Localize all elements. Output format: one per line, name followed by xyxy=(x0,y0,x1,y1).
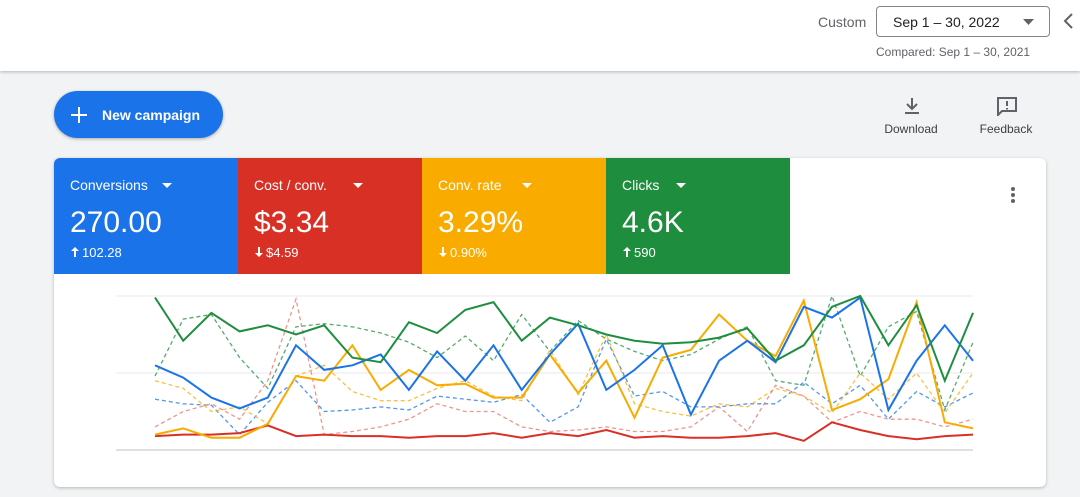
metric-tile[interactable]: Conv. rate 3.29% 0.90% xyxy=(422,158,606,274)
arrow-shape xyxy=(623,247,631,257)
arrow-shape xyxy=(255,247,263,257)
metric-label: Conversions xyxy=(70,177,148,193)
series-line xyxy=(154,297,974,439)
feedback-icon xyxy=(997,97,1017,116)
series-line xyxy=(154,294,974,384)
metric-tile[interactable]: Cost / conv. $3.34 $4.59 xyxy=(238,158,422,274)
metric-tile[interactable]: Conversions 270.00 102.28 xyxy=(54,158,238,274)
metric-value: 4.6K xyxy=(622,206,684,239)
new-campaign-label: New campaign xyxy=(102,107,201,123)
metric-change: 0.90% xyxy=(450,245,487,260)
date-range: Sep 1 – 30, 2022 xyxy=(893,14,1000,30)
metric-change: 102.28 xyxy=(82,245,122,260)
series-line xyxy=(154,421,974,442)
new-campaign-button[interactable]: New campaign xyxy=(54,91,223,138)
date-dropdown[interactable]: Sep 1 – 30, 2022 xyxy=(876,6,1050,37)
arrow-shape xyxy=(71,247,79,257)
metric-change: $4.59 xyxy=(266,245,299,260)
performance-card: Conversions 270.00 102.28 Cost / conv. $3.34… xyxy=(54,158,1046,487)
dropdown-arrow xyxy=(353,183,364,188)
comparison-line xyxy=(154,293,974,412)
filter-label: Custom xyxy=(818,14,867,30)
change-arrow xyxy=(71,247,79,257)
comparison-line xyxy=(154,296,974,436)
metric-label: Conv. rate xyxy=(438,177,502,193)
change-arrow xyxy=(623,247,631,257)
dropdown-arrow xyxy=(522,183,532,188)
top-bar: Custom Sep 1 – 30, 2022 Compared: Sep 1 … xyxy=(0,0,1080,71)
line-chart xyxy=(116,293,974,451)
arrow-shape xyxy=(522,183,532,188)
metric-value: $3.34 xyxy=(254,206,330,239)
arrow-shape xyxy=(675,183,686,188)
collapse-button[interactable] xyxy=(1062,12,1076,30)
change-arrow xyxy=(255,247,263,257)
metric-value: 270.00 xyxy=(70,206,162,239)
metric-value: 3.29% xyxy=(438,206,524,239)
dropdown-arrow xyxy=(675,183,686,188)
metric-label: Clicks xyxy=(622,177,660,193)
compared-range: Compared: Sep 1 – 30, 2021 xyxy=(876,45,1031,59)
metric-tile[interactable]: Clicks 4.6K 590 xyxy=(606,158,790,274)
plus-icon xyxy=(71,107,87,123)
metric-change: 590 xyxy=(634,245,656,260)
series-line xyxy=(154,295,974,417)
more-menu[interactable] xyxy=(1010,186,1016,204)
download-icon xyxy=(905,98,919,114)
feedback-label: Feedback xyxy=(979,122,1033,136)
arrow-shape xyxy=(439,247,447,257)
arrow-shape xyxy=(353,183,364,188)
dropdown-arrow xyxy=(161,183,172,188)
change-arrow xyxy=(439,247,447,257)
download-label: Download xyxy=(884,122,938,136)
arrow-shape xyxy=(161,183,172,188)
dropdown-arrow xyxy=(1023,19,1034,25)
metric-label: Cost / conv. xyxy=(254,177,327,193)
